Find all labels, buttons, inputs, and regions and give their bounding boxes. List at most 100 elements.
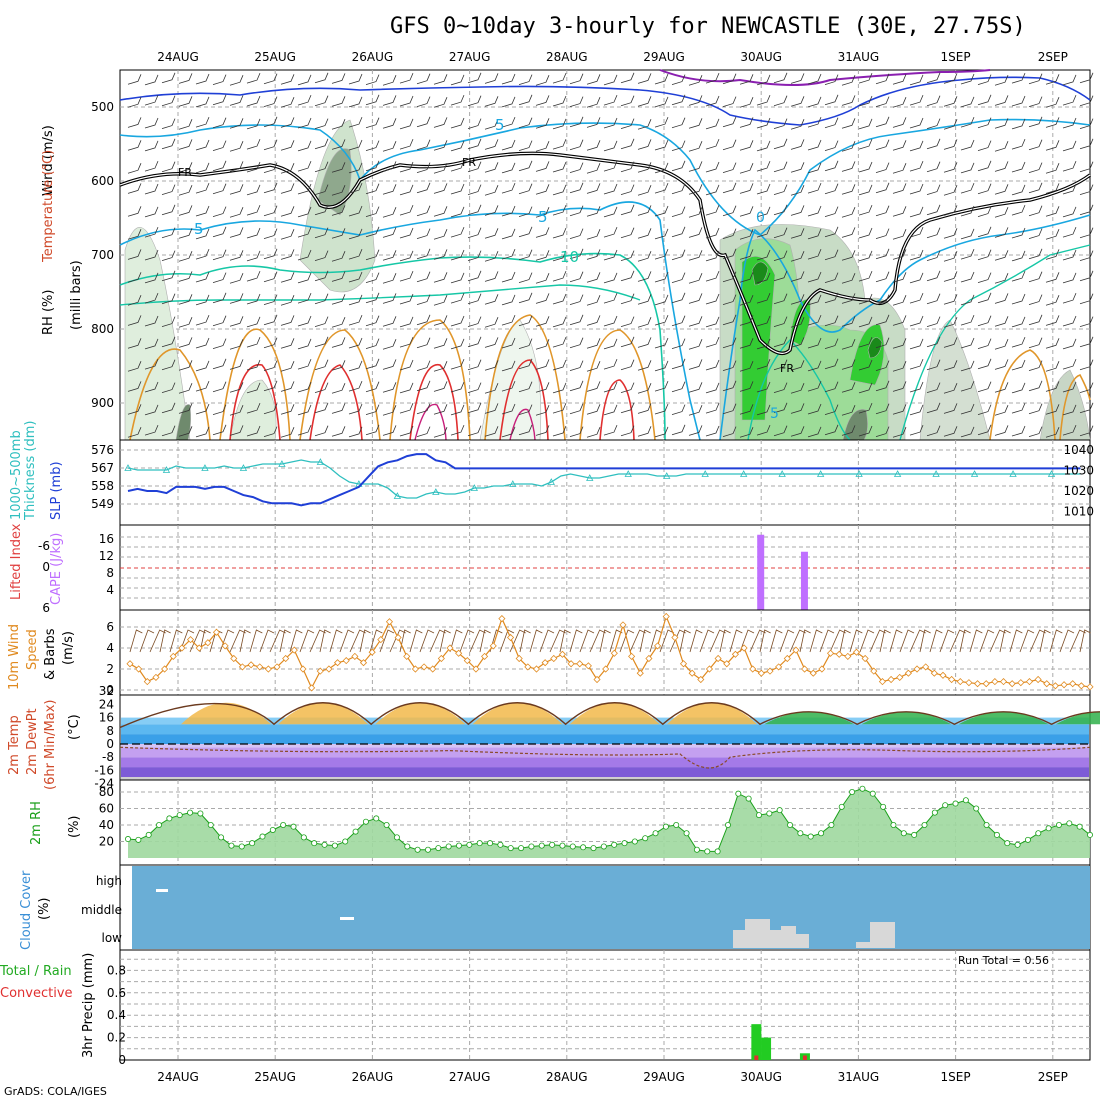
wind-barb xyxy=(569,205,584,217)
wind-barb xyxy=(960,380,975,392)
wind-barb xyxy=(178,162,193,173)
wind10-barb xyxy=(289,629,303,653)
wind-barb xyxy=(212,272,227,283)
wind-barb xyxy=(331,294,346,305)
wind-barb xyxy=(773,138,788,150)
wind-barb xyxy=(739,295,754,306)
wind-barb xyxy=(127,338,142,349)
wind-barb xyxy=(280,427,295,438)
wind-barb xyxy=(807,116,822,128)
wind-barb xyxy=(1079,138,1094,150)
wind-barb xyxy=(535,425,550,436)
wind-barb xyxy=(144,183,159,195)
wind-barb xyxy=(620,359,635,371)
rh2m-point xyxy=(207,822,214,829)
wind10-tick-label: 4 xyxy=(106,641,114,655)
wind-barb xyxy=(756,140,771,152)
top-tick-label: 1SEP xyxy=(941,50,971,64)
wind-barb xyxy=(892,206,907,217)
temp-line xyxy=(119,702,1100,729)
wind10-barb xyxy=(799,629,811,653)
rh2m-point xyxy=(466,841,473,848)
wind-barb xyxy=(926,425,941,437)
rh2m-point xyxy=(962,797,969,804)
wind-barb xyxy=(1045,97,1060,108)
wind-barb xyxy=(365,404,380,415)
wind-barb xyxy=(501,116,516,128)
wind-barb xyxy=(212,183,227,195)
wind-barb xyxy=(688,184,703,195)
wind10-point xyxy=(135,665,143,673)
wind-barb xyxy=(586,183,601,194)
side-labels: Wind (m/s) Temperature (°C) RH (%) (mill… xyxy=(0,125,96,1058)
bottom-tick-label: 2SEP xyxy=(1038,1070,1068,1084)
wind-barb xyxy=(348,139,363,151)
wind-barb xyxy=(620,138,635,150)
wind-barb xyxy=(977,424,992,436)
wind-barb xyxy=(909,117,924,129)
wind10-point xyxy=(437,654,445,663)
wind-barbs xyxy=(127,72,1094,438)
wind10-point xyxy=(238,663,246,671)
wind10-barb xyxy=(829,629,846,653)
wind-barb xyxy=(688,316,703,327)
wind-barb xyxy=(416,116,431,128)
wind-barb xyxy=(501,426,516,438)
wind-barb xyxy=(229,118,244,129)
li-tick-label: 0 xyxy=(42,560,50,574)
wind-barb xyxy=(518,424,533,436)
wind-barb xyxy=(535,273,550,284)
wind10-barb xyxy=(809,629,823,653)
wind-barb xyxy=(365,249,380,261)
rh2m-point xyxy=(952,800,959,807)
wind-barb xyxy=(705,425,720,437)
rh2m-point xyxy=(590,845,597,852)
wind-barb xyxy=(858,118,873,130)
wind-barb xyxy=(858,227,873,239)
rh2m-point xyxy=(693,846,700,853)
temp-tick-label: 0 xyxy=(106,737,114,751)
temp-tick-label: -24 xyxy=(94,777,114,791)
wind-barb xyxy=(518,272,533,283)
wind-barb xyxy=(807,426,822,438)
wind10-point xyxy=(377,636,385,644)
wind-barb xyxy=(858,204,873,216)
wind-barb xyxy=(1079,336,1094,348)
wind10-barb xyxy=(419,629,435,653)
temperature-contour xyxy=(389,319,471,441)
wind-barb xyxy=(416,228,431,239)
wind-barb xyxy=(722,271,737,283)
wind-barb xyxy=(229,273,244,284)
wind-barb xyxy=(314,138,329,150)
label-cape: CAPE (J/kg) xyxy=(49,533,64,605)
wind10-point xyxy=(1051,682,1059,690)
wind-barb xyxy=(688,95,703,106)
wind-barb xyxy=(382,161,397,172)
wind-barb xyxy=(926,293,941,305)
wind10-point xyxy=(783,654,791,663)
wind-barb xyxy=(671,404,686,415)
wind-barb xyxy=(297,226,312,238)
wind-barb xyxy=(671,183,686,195)
pressure-tick-label: 900 xyxy=(91,396,114,410)
label-cloud-cover: Cloud Cover xyxy=(19,870,34,950)
wind-barb xyxy=(467,359,482,371)
wind-barb xyxy=(875,162,890,173)
wind-barb xyxy=(127,140,142,151)
wind-barb xyxy=(535,405,550,416)
wind10-barb xyxy=(309,629,326,653)
wind-barb xyxy=(569,96,584,107)
wind-barb xyxy=(807,73,822,85)
wind-barb xyxy=(1079,270,1094,282)
wind-barb xyxy=(620,227,635,239)
thickness-marker xyxy=(1047,470,1056,477)
wind-barb xyxy=(824,226,839,238)
wind-barb xyxy=(790,271,805,282)
wind-barb xyxy=(773,425,788,437)
wind-barb xyxy=(1062,381,1077,393)
bottom-tick-label: 27AUG xyxy=(449,1070,491,1084)
wind-barb xyxy=(348,403,363,415)
wind-barb xyxy=(161,293,176,305)
wind-barb xyxy=(943,185,958,196)
wind-barb xyxy=(484,294,499,305)
